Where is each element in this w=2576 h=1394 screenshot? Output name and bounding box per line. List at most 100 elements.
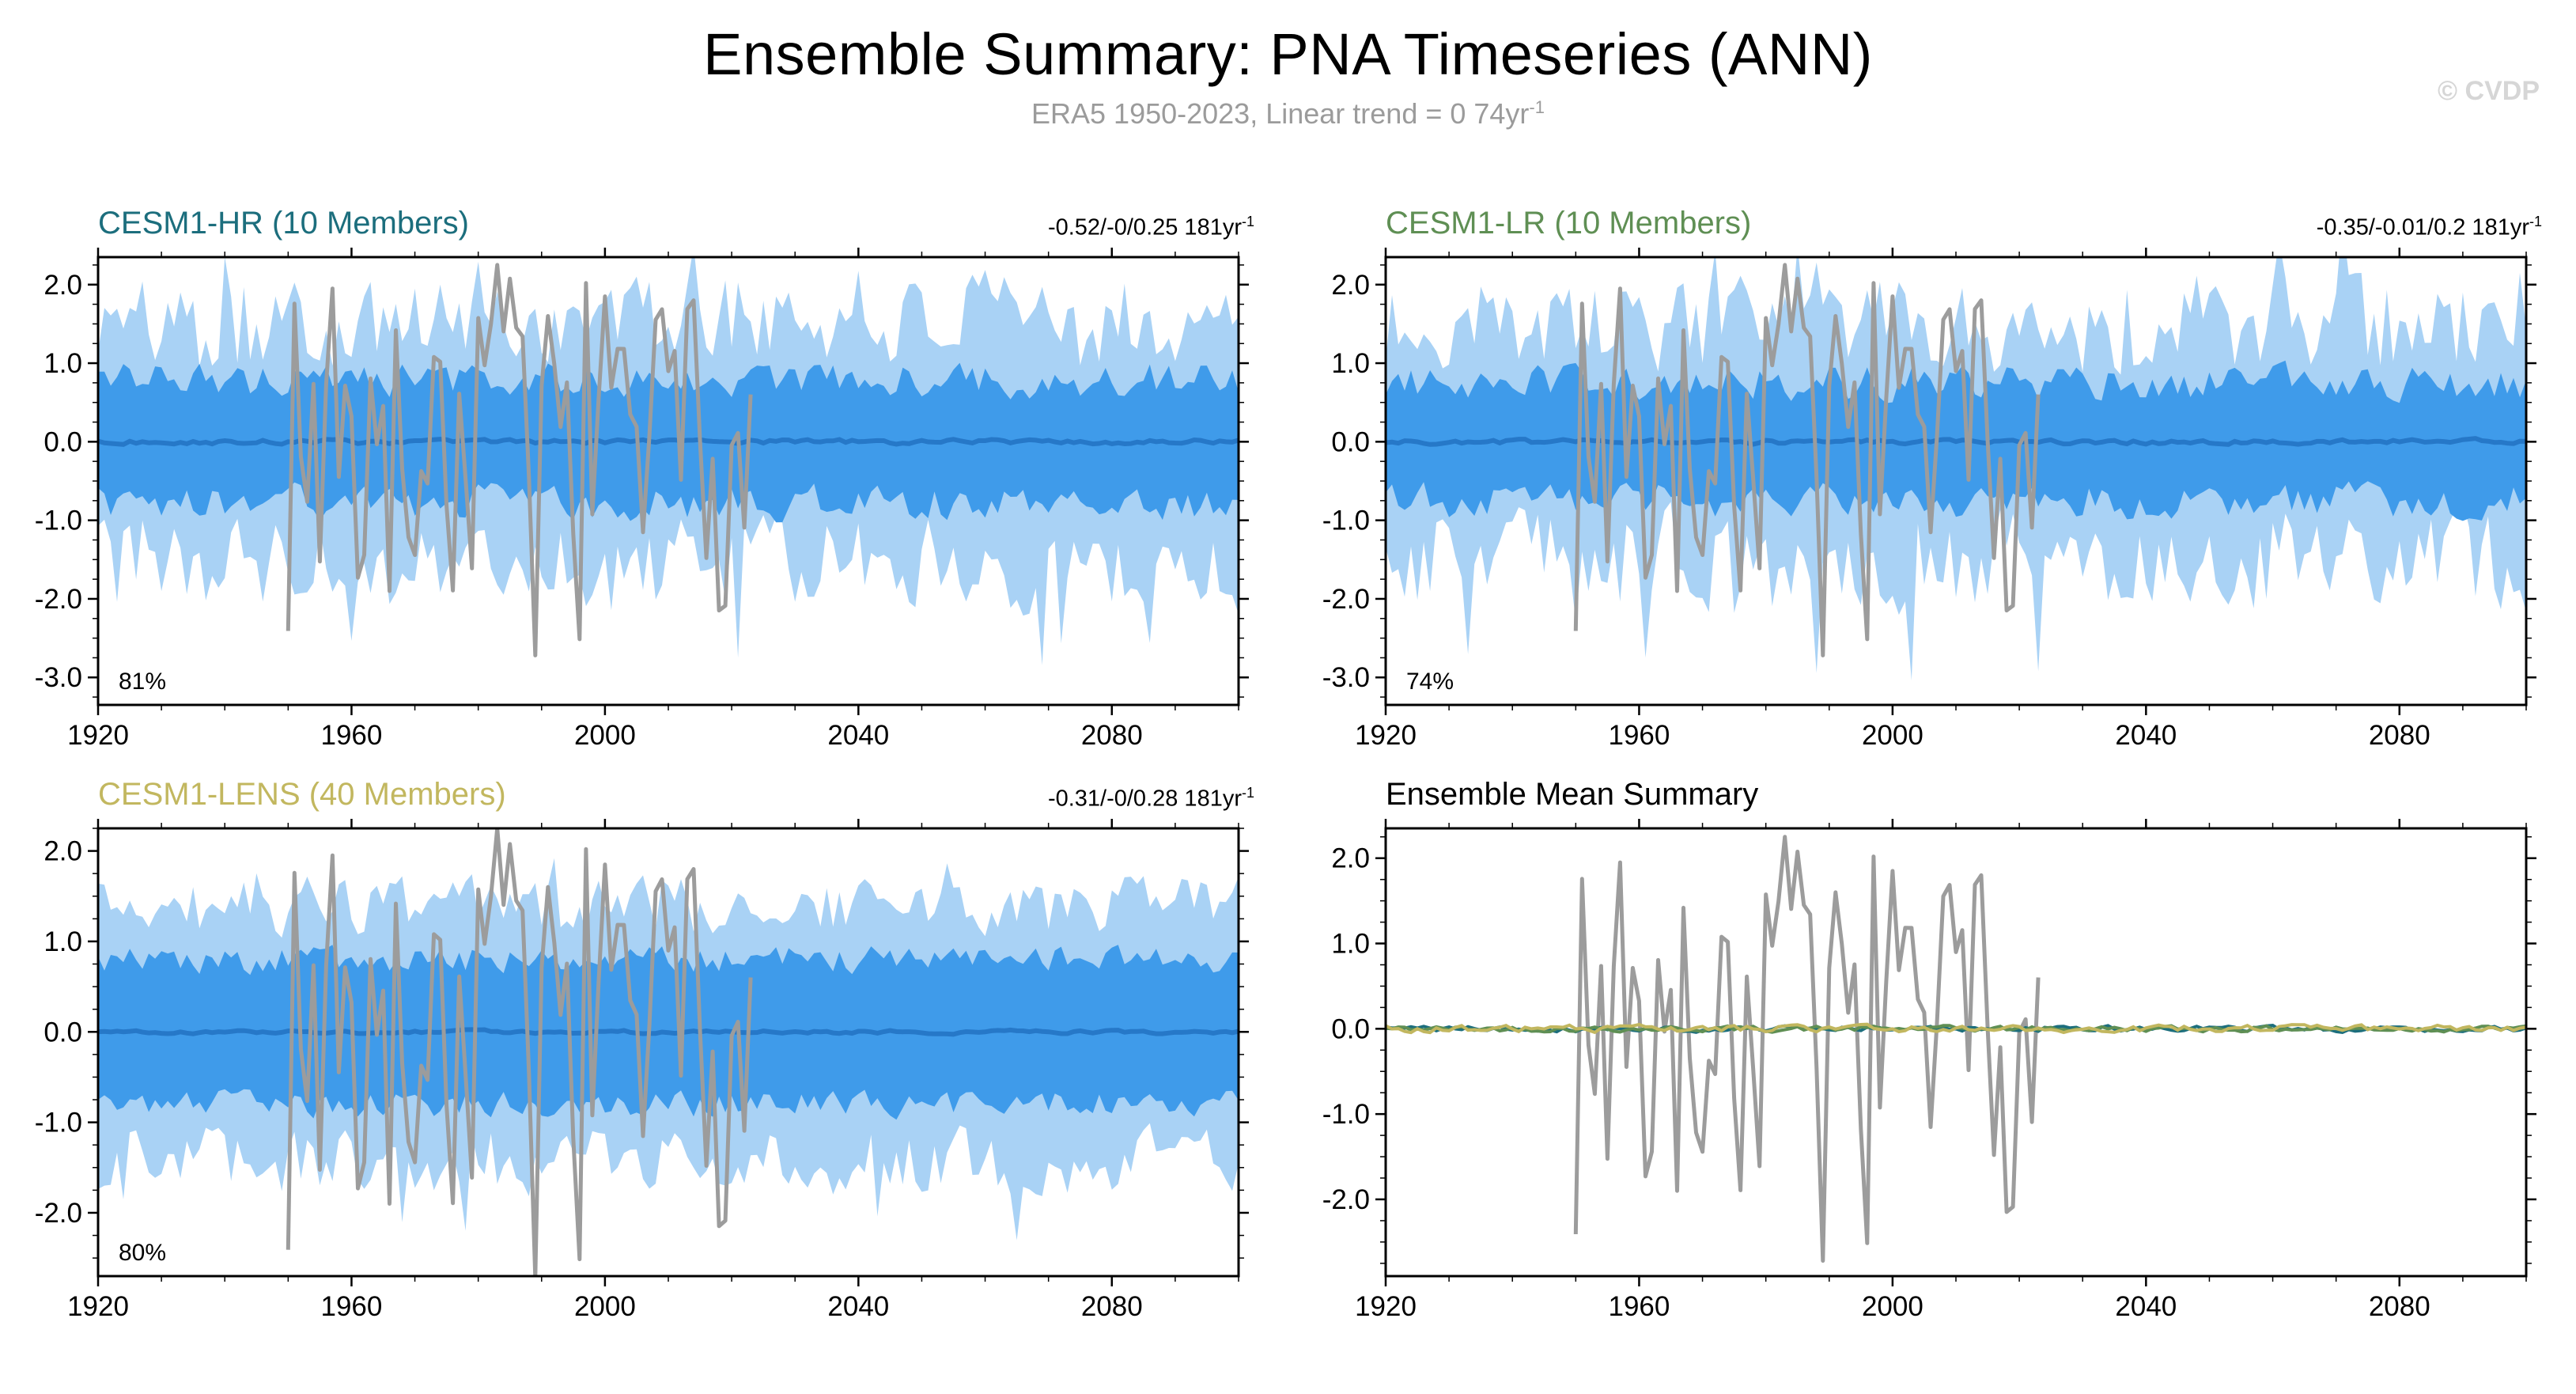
x-tick-label: 2080 (1081, 720, 1143, 751)
panel-grid: CESM1-HR (10 Members) -0.52/-0/0.25 181y… (0, 203, 2576, 1325)
y-tick-label: 1.0 (1331, 348, 1370, 379)
trend-text: -0.52/-0/0.25 181yr (1047, 215, 1242, 241)
trend-exponent: -1 (1241, 785, 1254, 801)
figure-title: Ensemble Summary: PNA Timeseries (ANN) (703, 21, 1873, 87)
trend-label-cesm1-hr: -0.52/-0/0.25 181yr-1 (1048, 214, 1254, 241)
ensemble-mean-summary-chart: -2.0 -1.0 0.0 1.0 2.0 1920 1960 2000 2040 2080 (1322, 819, 2536, 1322)
panel-header-ensemble-mean: Ensemble Mean Summary (1307, 775, 2556, 819)
y-tick-label: -2.0 (1322, 584, 1370, 615)
y-tick-label: 2.0 (44, 836, 82, 867)
x-tick-label: 2040 (827, 1291, 889, 1322)
trend-exponent: -1 (1241, 214, 1254, 230)
panel-header-cesm1-lens: CESM1-LENS (40 Members) -0.31/-0/0.28 18… (19, 775, 1269, 819)
x-tick-label: 2080 (2369, 1291, 2430, 1322)
observed-line (286, 263, 753, 657)
observed-line (1573, 263, 2041, 657)
y-tick-label: -1.0 (1322, 506, 1370, 536)
panel-ensemble-mean-summary: Ensemble Mean Summary -2.0 -1.0 0.0 1.0 2.0 1… (1307, 775, 2556, 1325)
trend-label-cesm1-lens: -0.31/-0/0.28 181yr-1 (1048, 785, 1254, 813)
trend-text: -0.31/-0/0.28 181yr (1047, 786, 1242, 812)
cesm1-lr-chart: -3.0 -2.0 -1.0 0.0 1.0 2.0 1920 1960 2000 2040 208… (1322, 248, 2536, 751)
plot-frame (96, 827, 1240, 1278)
x-tick-label: 1920 (1355, 1291, 1417, 1322)
subtitle-exponent: -1 (1529, 97, 1545, 117)
panel-title-ensemble-mean: Ensemble Mean Summary (1386, 777, 1759, 812)
y-tick-label: 2.0 (44, 270, 82, 301)
y-tick-label: -3.0 (35, 662, 82, 693)
trend-label-cesm1-lr: -0.35/-0.01/0.2 181yr-1 (2317, 214, 2542, 241)
panel-cesm1-hr: CESM1-HR (10 Members) -0.52/-0/0.25 181y… (19, 203, 1269, 754)
figure-header: Ensemble Summary: PNA Timeseries (ANN) E… (0, 0, 2576, 131)
x-tick-label: 1960 (321, 720, 383, 751)
x-tick-label: 2080 (2369, 720, 2430, 751)
y-tick-label: 1.0 (44, 926, 82, 957)
figure-subtitle: ERA5 1950-2023, Linear trend = 0 74yr-1 (0, 97, 2576, 131)
y-tick-label: -2.0 (35, 1198, 82, 1229)
x-tick-label: 2000 (1862, 720, 1923, 751)
ensemble-mean-line (1386, 436, 2526, 447)
trend-text: -0.35/-0.01/0.2 181yr (2316, 215, 2529, 241)
cesm1-lens-chart: -2.0 -1.0 0.0 1.0 2.0 1920 1960 2000 2040 2080 80% (35, 819, 1249, 1322)
cesm1-hr-chart: -3.0 -2.0 -1.0 0.0 1.0 2.0 1920 1960 2000 2040 208… (35, 248, 1249, 751)
observed-line (1573, 835, 2041, 1263)
plot-frame (96, 256, 1240, 706)
ensemble-mean-line (98, 437, 1239, 447)
x-tick-label: 1920 (67, 1291, 129, 1322)
cvdp-watermark: © CVDP (2438, 76, 2540, 106)
x-tick-label: 2040 (2115, 1291, 2177, 1322)
panel-title-cesm1-lens: CESM1-LENS (40 Members) (98, 777, 506, 812)
tick-labels: -2.0 -1.0 0.0 1.0 2.0 1920 1960 2000 2040 2080 (1322, 843, 2430, 1322)
y-tick-label: 0.0 (44, 1017, 82, 1047)
panel-cesm1-lens: CESM1-LENS (40 Members) -0.31/-0/0.28 18… (19, 775, 1269, 1325)
y-tick-label: -2.0 (1322, 1184, 1370, 1215)
y-tick-label: 1.0 (1331, 929, 1370, 960)
x-tick-label: 1920 (1355, 720, 1417, 751)
x-tick-label: 2000 (574, 1291, 636, 1322)
x-tick-label: 1960 (1609, 1291, 1670, 1322)
y-tick-label: 0.0 (1331, 426, 1370, 457)
y-tick-label: 2.0 (1331, 843, 1370, 874)
plot-frame (1384, 256, 2528, 706)
trend-exponent: -1 (2529, 214, 2542, 230)
tick-labels: -3.0 -2.0 -1.0 0.0 1.0 2.0 1920 1960 2000 2040 208… (1322, 270, 2430, 751)
panel-title-cesm1-hr: CESM1-HR (10 Members) (98, 206, 469, 241)
x-tick-label: 1960 (1609, 720, 1670, 751)
panel-title-cesm1-lr: CESM1-LR (10 Members) (1386, 206, 1752, 241)
percent-label: 81% (119, 669, 166, 695)
tick-labels: -2.0 -1.0 0.0 1.0 2.0 1920 1960 2000 2040 2080 80% (35, 836, 1143, 1322)
y-tick-label: -2.0 (35, 584, 82, 615)
inner-band (98, 362, 1239, 523)
mean-line-cesm1-lens (1386, 1022, 2526, 1035)
observed-line (286, 828, 753, 1276)
percent-label: 80% (119, 1240, 166, 1266)
tick-labels: -3.0 -2.0 -1.0 0.0 1.0 2.0 1920 1960 2000 2040 208… (35, 270, 1143, 751)
axes-ticks (1375, 819, 2536, 1286)
plot-area (1386, 835, 2526, 1263)
subtitle-text: ERA5 1950-2023, Linear trend = 0 74yr (1031, 97, 1530, 130)
y-tick-label: -3.0 (1322, 662, 1370, 693)
y-tick-label: 0.0 (44, 426, 82, 457)
y-tick-label: 0.0 (1331, 1013, 1370, 1044)
y-tick-label: -1.0 (35, 1108, 82, 1138)
plot-area (1386, 257, 2526, 680)
plot-area (98, 828, 1239, 1276)
x-tick-label: 1920 (67, 720, 129, 751)
axes-ticks (1375, 248, 2536, 715)
x-tick-label: 1960 (321, 1291, 383, 1322)
plot-frame (1384, 827, 2528, 1278)
panel-cesm1-lr: CESM1-LR (10 Members) -0.35/-0.01/0.2 18… (1307, 203, 2556, 754)
percent-label: 74% (1406, 669, 1454, 695)
ensemble-mean-line (98, 1027, 1239, 1037)
x-tick-label: 2080 (1081, 1291, 1143, 1322)
y-tick-label: -1.0 (35, 506, 82, 536)
panel-header-cesm1-hr: CESM1-HR (10 Members) -0.52/-0/0.25 181y… (19, 203, 1269, 248)
x-tick-label: 2000 (1862, 1291, 1923, 1322)
panel-header-cesm1-lr: CESM1-LR (10 Members) -0.35/-0.01/0.2 18… (1307, 203, 2556, 248)
y-tick-label: 2.0 (1331, 270, 1370, 301)
x-tick-label: 2040 (827, 720, 889, 751)
x-tick-label: 2000 (574, 720, 636, 751)
y-tick-label: 1.0 (44, 348, 82, 379)
x-tick-label: 2040 (2115, 720, 2177, 751)
y-tick-label: -1.0 (1322, 1099, 1370, 1130)
plot-area (98, 257, 1239, 665)
